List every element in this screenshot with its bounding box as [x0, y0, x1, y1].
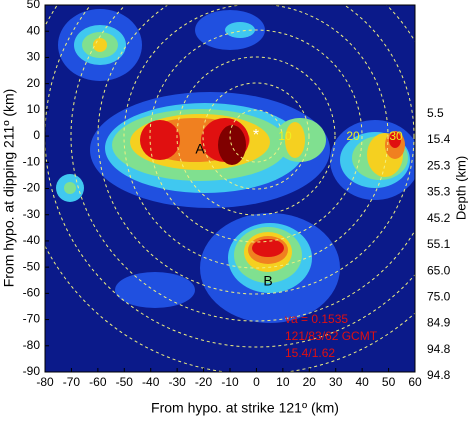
- y-tick-label: 40: [27, 23, 41, 37]
- annotation: va = 0.1535: [285, 312, 348, 326]
- x-tick-label: -60: [89, 375, 107, 389]
- y-tick-label: -90: [23, 364, 41, 378]
- slip-contours: *: [45, 5, 415, 372]
- x-tick-label: -40: [142, 375, 160, 389]
- asperity-label: B: [263, 273, 272, 289]
- y-tick-label: -50: [23, 259, 41, 273]
- y2-tick-label: 5.5: [427, 106, 444, 120]
- x-tick-label: -30: [168, 375, 186, 389]
- y2-tick-label: 55.1: [427, 237, 451, 251]
- x-tick-label: 50: [382, 375, 396, 389]
- y-tick-label: 20: [27, 76, 41, 90]
- x-tick-label: -70: [63, 375, 81, 389]
- x-tick-label: 0: [253, 375, 260, 389]
- x-tick-label: -10: [221, 375, 239, 389]
- annotation: 15.4/1.62: [285, 346, 335, 360]
- y2-tick-label: 35.3: [427, 185, 451, 199]
- x-tick-label: 40: [355, 375, 369, 389]
- circle-label: 30: [389, 129, 403, 143]
- circle-label: 10: [278, 129, 292, 143]
- y-tick-label: -20: [23, 181, 41, 195]
- y-axis-label: From hypo. at dipping 211º (km): [1, 89, 17, 288]
- svg-text:*: *: [253, 127, 259, 144]
- y-tick-label: 30: [27, 50, 41, 64]
- x-tick-label: 60: [408, 375, 422, 389]
- x-tick-label: -50: [116, 375, 134, 389]
- x-tick-label: 20: [303, 375, 317, 389]
- y2-tick-label: 94.8: [427, 342, 451, 356]
- y-tick-label: -60: [23, 286, 41, 300]
- y2-tick-label: 65.0: [427, 263, 451, 277]
- y-tick-label: -70: [23, 312, 41, 326]
- y2-tick-label: 94.8: [427, 368, 451, 382]
- y2-tick-label: 25.3: [427, 158, 451, 172]
- y2-tick-label: 45.2: [427, 211, 451, 225]
- y2-tick-label: 75.0: [427, 290, 451, 304]
- y-tick-label: -30: [23, 207, 41, 221]
- y-tick-label: -10: [23, 154, 41, 168]
- circle-label: 20: [346, 129, 360, 143]
- x-axis-label: From hypo. at strike 121º (km): [151, 400, 339, 416]
- y-tick-label: 50: [27, 0, 41, 11]
- annotation: 121/83/62 GCMT: [285, 329, 378, 343]
- asperity-label: A: [195, 141, 205, 157]
- y-tick-label: -80: [23, 338, 41, 352]
- y2-tick-label: 84.9: [427, 316, 451, 330]
- y-tick-label: -40: [23, 233, 41, 247]
- x-tick-label: -20: [195, 375, 213, 389]
- y-tick-label: 0: [33, 128, 40, 142]
- y2-axis-label: Depth (km): [453, 156, 468, 220]
- x-tick-label: -80: [36, 375, 54, 389]
- x-tick-label: 10: [276, 375, 290, 389]
- x-tick-label: 30: [329, 375, 343, 389]
- y-tick-label: 10: [27, 102, 41, 116]
- y2-tick-label: 15.4: [427, 132, 451, 146]
